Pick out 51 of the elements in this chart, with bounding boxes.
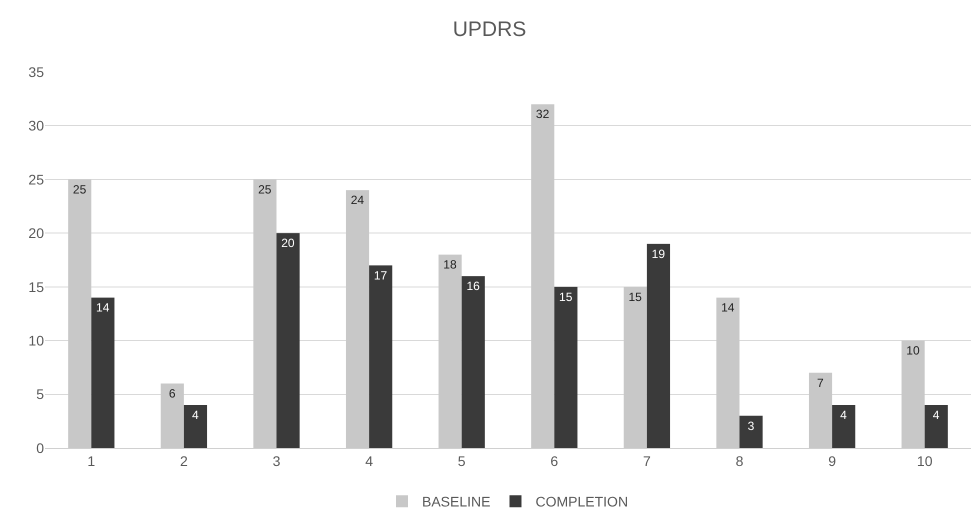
- data-label: 4: [932, 408, 940, 422]
- x-tick-label: 6: [550, 452, 558, 469]
- data-label: 14: [96, 300, 110, 315]
- bar: [740, 416, 763, 448]
- bar: [276, 233, 300, 448]
- legend-label: BASELINE: [422, 494, 490, 510]
- data-label: 15: [559, 290, 573, 304]
- data-label: 10: [906, 344, 920, 358]
- data-label: 25: [72, 182, 87, 196]
- data-label: 20: [281, 236, 295, 250]
- y-tick-label: 20: [28, 225, 44, 242]
- data-label: 16: [466, 279, 480, 294]
- x-tick-label: 1: [87, 452, 96, 469]
- data-label: 6: [168, 386, 176, 401]
- data-label: 15: [628, 290, 642, 304]
- data-label: 18: [443, 258, 457, 272]
- y-tick-label: 15: [28, 278, 44, 295]
- y-tick-label: 0: [36, 440, 44, 456]
- data-label: 19: [652, 246, 666, 261]
- bar: [924, 405, 948, 448]
- y-tick-label: 30: [28, 118, 44, 134]
- bar: [646, 244, 670, 448]
- x-tick-label: 5: [458, 452, 466, 469]
- x-tick-label: 2: [180, 452, 188, 469]
- data-label: 25: [258, 182, 272, 196]
- x-tick-label: 7: [643, 452, 651, 469]
- legend-label: COMPLETION: [535, 494, 628, 510]
- y-tick-label: 35: [28, 64, 44, 80]
- y-tick-label: 10: [28, 332, 44, 348]
- bar: [462, 276, 485, 448]
- x-tick-label: 10: [916, 452, 933, 469]
- y-tick-label: 5: [36, 386, 44, 402]
- data-label: 32: [536, 107, 550, 122]
- data-label: 4: [192, 408, 199, 422]
- y-tick-label: 25: [28, 171, 44, 188]
- data-label: 24: [350, 193, 364, 208]
- x-tick-label: 3: [272, 452, 281, 469]
- data-label: 3: [748, 418, 755, 433]
- x-tick-label: 8: [736, 452, 744, 469]
- bar: [554, 286, 578, 448]
- bar: [91, 298, 114, 448]
- bar: [184, 405, 208, 448]
- bar: [832, 405, 856, 448]
- data-label: 14: [721, 300, 735, 315]
- x-tick-label: 4: [365, 452, 374, 469]
- data-label: 4: [840, 408, 848, 422]
- chart-title: UPDRS: [452, 18, 526, 41]
- data-label: 17: [374, 268, 388, 282]
- bar: [369, 265, 392, 448]
- x-tick-label: 9: [828, 452, 836, 469]
- data-label: 7: [817, 376, 824, 390]
